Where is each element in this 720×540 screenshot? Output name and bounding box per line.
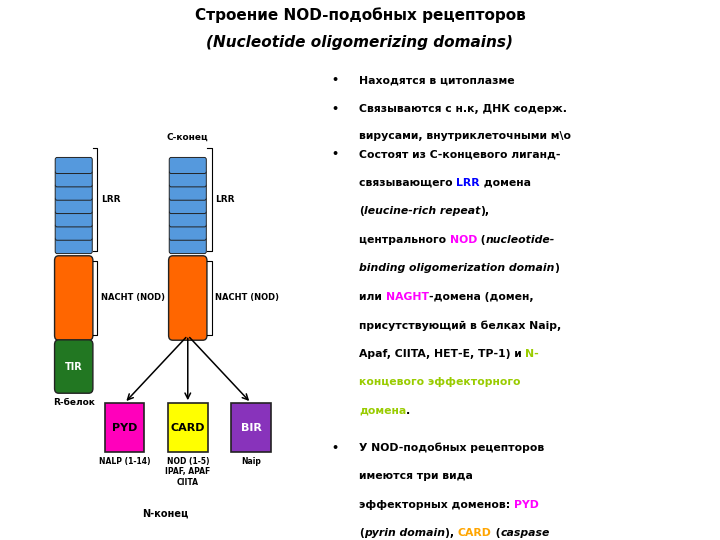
FancyBboxPatch shape (55, 158, 92, 173)
Text: эффекторных доменов:: эффекторных доменов: (359, 500, 514, 510)
Text: связывающего: связывающего (359, 178, 456, 187)
FancyBboxPatch shape (55, 184, 92, 200)
Text: LRR: LRR (456, 178, 480, 187)
FancyBboxPatch shape (55, 171, 92, 187)
Text: PYD: PYD (514, 500, 539, 510)
FancyBboxPatch shape (55, 256, 93, 340)
Text: домена: домена (480, 178, 531, 187)
FancyBboxPatch shape (168, 256, 207, 340)
Text: N-: N- (526, 349, 539, 359)
Text: ),: ), (480, 206, 490, 216)
Text: nucleotide-: nucleotide- (486, 234, 555, 245)
Text: BIR: BIR (240, 423, 261, 433)
Text: Строение NOD-подобных рецепторов: Строение NOD-подобных рецепторов (194, 7, 526, 23)
Text: Naip: Naip (241, 457, 261, 466)
Text: N-конец: N-конец (143, 508, 189, 518)
Text: присутствующий в белках Naip,: присутствующий в белках Naip, (359, 320, 562, 330)
FancyBboxPatch shape (169, 171, 207, 187)
Text: имеются три вида: имеются три вида (359, 471, 473, 481)
Text: •: • (332, 76, 339, 85)
FancyBboxPatch shape (169, 158, 207, 173)
Text: NACHT (NOD): NACHT (NOD) (101, 294, 165, 302)
Text: ),: ), (445, 528, 458, 538)
Text: CARD: CARD (171, 423, 205, 433)
Text: (: ( (477, 234, 486, 245)
Text: •: • (332, 149, 339, 159)
Text: •: • (332, 443, 339, 453)
Text: NOD (1-5)
IPAF, APAF
CIITA: NOD (1-5) IPAF, APAF CIITA (165, 457, 210, 487)
FancyBboxPatch shape (169, 198, 207, 213)
Text: -домена (домен,: -домена (домен, (428, 292, 534, 302)
Text: NOD: NOD (450, 234, 477, 245)
Text: С-конец: С-конец (167, 132, 209, 141)
Text: домена: домена (359, 406, 406, 416)
Text: (: ( (359, 206, 364, 216)
Text: LRR: LRR (101, 195, 120, 204)
FancyBboxPatch shape (55, 340, 93, 393)
Text: Связываются с н.к, ДНК содерж.: Связываются с н.к, ДНК содерж. (359, 104, 567, 114)
Text: или: или (359, 292, 386, 302)
FancyBboxPatch shape (169, 211, 207, 227)
FancyBboxPatch shape (169, 224, 207, 240)
Text: (: ( (492, 528, 500, 538)
Text: PYD: PYD (112, 423, 137, 433)
Bar (104, 403, 144, 453)
Text: CARD: CARD (458, 528, 492, 538)
Text: binding oligomerization domain: binding oligomerization domain (359, 263, 554, 273)
Text: R-белок: R-белок (53, 397, 94, 407)
Bar (231, 403, 271, 453)
FancyBboxPatch shape (169, 238, 207, 254)
Bar (168, 403, 207, 453)
Text: TIR: TIR (65, 362, 83, 372)
Text: Состоят из С-концевого лиганд-: Состоят из С-концевого лиганд- (359, 149, 560, 159)
Text: pyrin domain: pyrin domain (364, 528, 445, 538)
Text: Apaf, CIITA, НЕТ-Е, ТР-1) и: Apaf, CIITA, НЕТ-Е, ТР-1) и (359, 349, 526, 359)
FancyBboxPatch shape (55, 198, 92, 213)
FancyBboxPatch shape (55, 238, 92, 254)
FancyBboxPatch shape (55, 224, 92, 240)
Text: •: • (332, 104, 339, 114)
Text: .: . (406, 406, 410, 416)
Text: leucine-rich repeat: leucine-rich repeat (364, 206, 480, 216)
Text: (Nucleotide oligomerizing domains): (Nucleotide oligomerizing domains) (207, 35, 513, 50)
Text: NACHT (NOD): NACHT (NOD) (215, 294, 279, 302)
Text: У NOD-подобных рецепторов: У NOD-подобных рецепторов (359, 443, 544, 453)
Text: Находятся в цитоплазме: Находятся в цитоплазме (359, 76, 515, 85)
Text: (: ( (359, 528, 364, 538)
FancyBboxPatch shape (169, 184, 207, 200)
Text: NAGHT: NAGHT (386, 292, 428, 302)
Text: LRR: LRR (215, 195, 234, 204)
Text: центрального: центрального (359, 234, 450, 245)
Text: NALP (1-14): NALP (1-14) (99, 457, 150, 466)
Text: caspase: caspase (500, 528, 549, 538)
Text: ): ) (554, 263, 559, 273)
FancyBboxPatch shape (55, 211, 92, 227)
Text: концевого эффекторного: концевого эффекторного (359, 377, 521, 387)
Text: вирусами, внутриклеточными м\о: вирусами, внутриклеточными м\о (359, 131, 571, 141)
